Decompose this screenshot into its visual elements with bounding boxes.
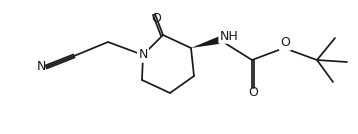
Text: NH: NH bbox=[219, 29, 238, 42]
Text: N: N bbox=[36, 60, 46, 74]
Text: O: O bbox=[151, 12, 161, 25]
Text: O: O bbox=[248, 87, 258, 100]
Text: O: O bbox=[280, 36, 290, 49]
Polygon shape bbox=[191, 36, 221, 48]
Text: N: N bbox=[138, 49, 148, 62]
